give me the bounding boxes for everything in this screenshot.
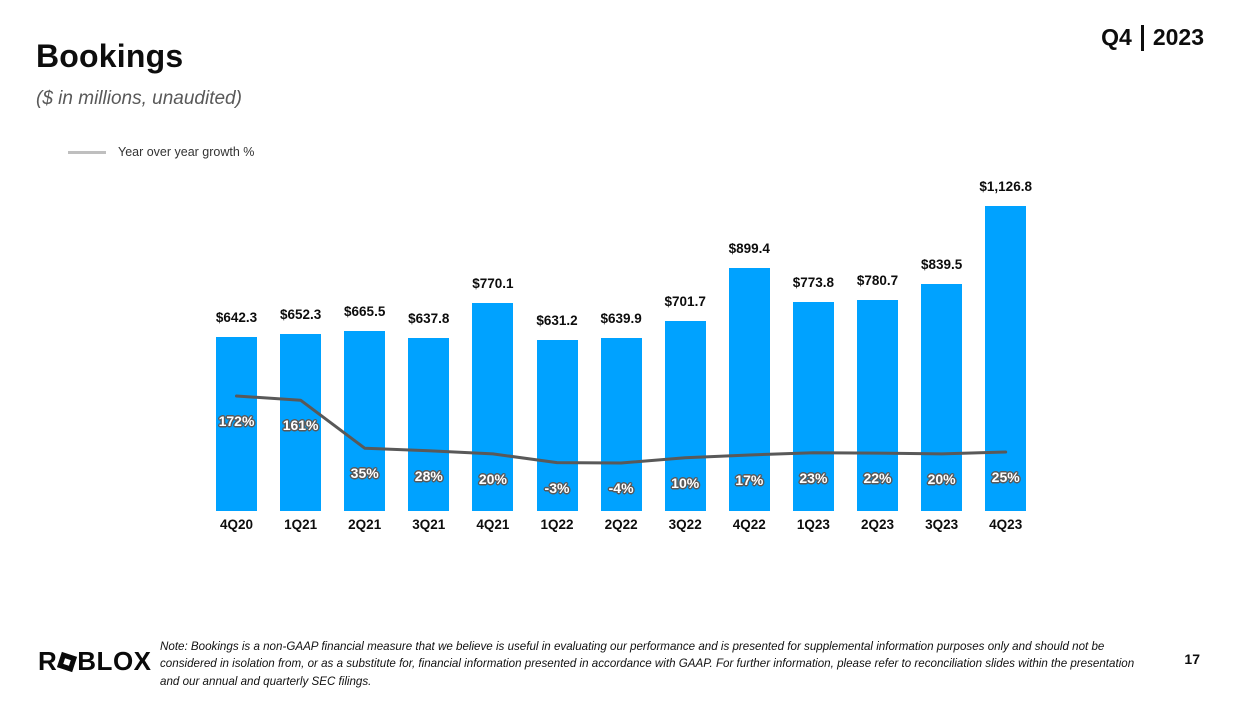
bar-4Q23 [985,206,1027,511]
quarter-label: Q4 [1101,24,1132,50]
page-subtitle: ($ in millions, unaudited) [36,88,242,109]
bar-value-label: $652.3 [279,307,322,323]
bar-value-label: $780.7 [856,272,899,288]
bar-value-label: $1,126.8 [979,179,1032,194]
bar-value-label: $701.7 [664,294,706,310]
growth-pct-label: 25% [991,468,1020,485]
x-axis-label-3Q21: 3Q21 [412,517,446,532]
bar-3Q21 [408,338,450,511]
x-axis-label-2Q23: 2Q23 [860,517,895,532]
growth-pct-label: -3% [544,479,570,496]
bar-value-label: $839.5 [920,256,963,272]
bar-value-label: $665.5 [344,303,386,319]
x-axis-label-1Q23: 1Q23 [796,517,830,532]
legend-label: Year over year growth % [118,145,255,159]
growth-pct-label: 161% [282,417,319,434]
quarter-badge: Q4 2023 [1101,24,1204,51]
growth-pct-label: -4% [608,480,634,496]
logo-letter-r: R [38,646,58,676]
bar-value-label: $642.3 [215,310,258,326]
year-label: 2023 [1152,24,1204,50]
x-axis-label-3Q23: 3Q23 [925,517,959,532]
roblox-square-hole [63,657,72,666]
growth-pct-label: 23% [799,469,828,486]
x-axis-label-4Q23: 4Q23 [989,517,1023,532]
bar-value-label: $631.2 [536,313,578,329]
x-axis-label-4Q21: 4Q21 [476,517,510,532]
x-axis-label-2Q22: 2Q22 [604,517,638,532]
bar-4Q22 [728,267,770,511]
page-title: Bookings [36,38,184,74]
footnote: Note: Bookings is a non-GAAP financial m… [160,640,1135,688]
bar-value-label: $770.1 [472,275,514,291]
x-axis-label-2Q21: 2Q21 [348,517,382,532]
x-axis-label-1Q21: 1Q21 [284,517,318,532]
chart-legend: Year over year growth % [68,145,254,159]
growth-pct-label: 22% [863,470,892,487]
growth-pct-label: 20% [927,470,956,487]
bar-value-label: $899.4 [728,240,770,256]
bar-2Q21 [344,330,386,511]
quarter-divider [1140,24,1144,51]
roblox-logo: R BLOX [38,646,152,677]
growth-pct-label: 35% [350,465,379,482]
bar-value-label: $773.8 [792,274,835,290]
bar-value-label: $639.9 [600,310,642,326]
growth-pct-label: 28% [414,467,443,484]
x-axis-label-1Q22: 1Q22 [540,517,574,532]
x-axis-label-3Q22: 3Q22 [668,517,702,532]
growth-pct-label: 10% [671,474,700,491]
x-axis-label-4Q20: 4Q20 [219,517,254,532]
x-axis-label-4Q22: 4Q22 [732,517,766,532]
growth-line-legend-icon [68,150,106,154]
roblox-tilt-square-icon [57,651,78,672]
growth-pct-label: 17% [735,472,764,488]
bar-value-label: $637.8 [408,311,450,327]
page-number: 17 [1184,651,1200,667]
logo-letters-blox: BLOX [77,646,152,676]
growth-pct-label: 20% [478,470,507,487]
growth-pct-label: 172% [218,413,255,429]
